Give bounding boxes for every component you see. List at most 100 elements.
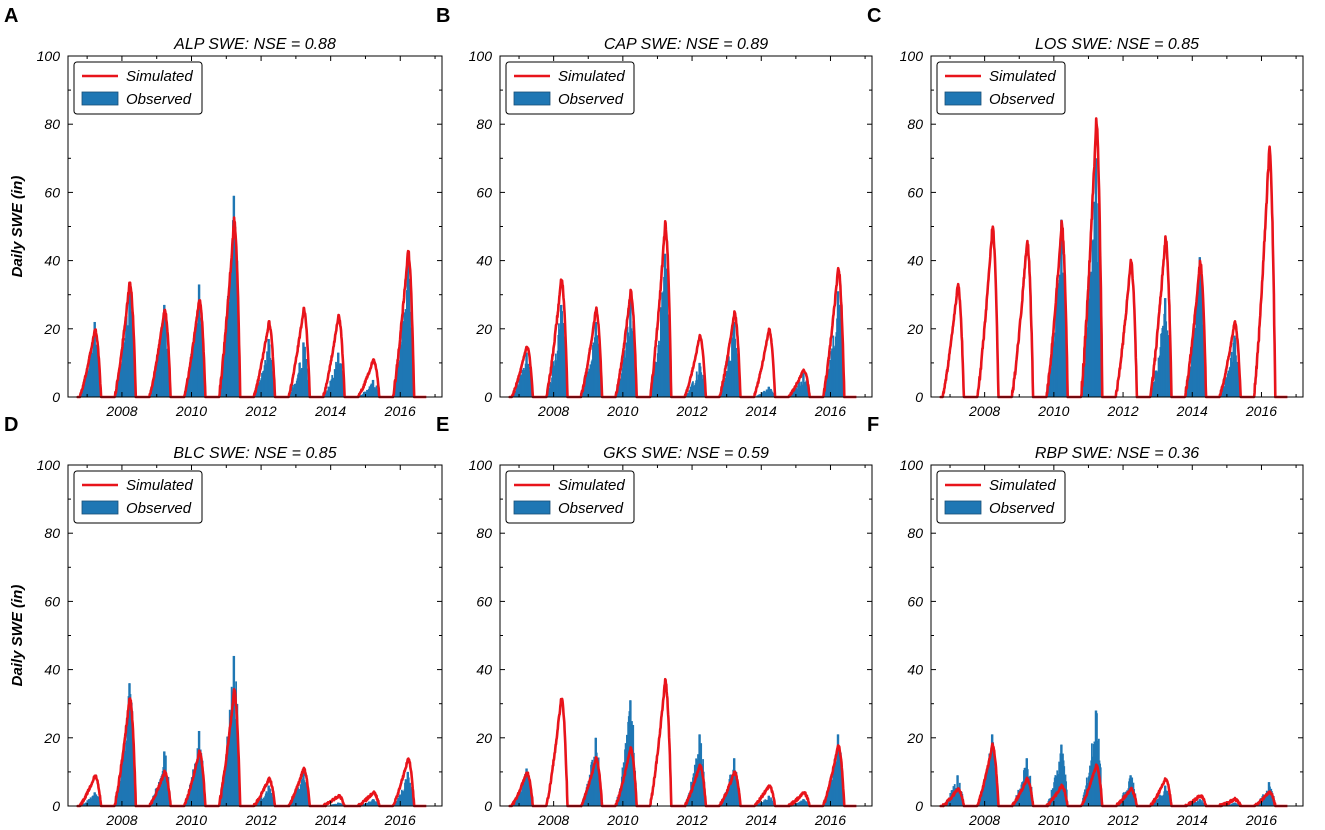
y-tick-label: 100 [37,48,61,64]
x-tick-label: 2008 [105,403,137,419]
panel-title: BLC SWE: NSE = 0.85 [173,445,336,462]
x-tick-label: 2016 [814,812,846,828]
panel-letter: A [4,5,18,27]
x-tick-label: 2014 [745,403,777,419]
y-tick-label: 80 [476,525,492,541]
y-tick-label: 20 [43,730,60,746]
x-tick-label: 2014 [1176,812,1208,828]
x-tick-label: 2012 [675,403,707,419]
x-tick-label: 2012 [1106,403,1138,419]
y-axis-label: Daily SWE (in) [9,176,26,278]
x-tick-label: 2014 [314,403,346,419]
x-tick-label: 2016 [384,403,416,419]
x-tick-label: 2008 [968,403,1000,419]
y-tick-label: 20 [906,321,923,337]
x-tick-label: 2014 [1176,403,1208,419]
y-tick-label: 0 [484,389,492,405]
legend-observed-swatch [944,91,982,106]
y-tick-label: 20 [475,321,492,337]
simulated-line [508,677,857,808]
panel-letter: D [4,414,18,436]
y-tick-label: 60 [44,593,60,609]
x-tick-label: 2012 [1106,812,1138,828]
x-tick-label: 2016 [1245,812,1277,828]
y-tick-label: 20 [43,321,60,337]
y-tick-label: 60 [476,593,492,609]
x-tick-label: 2010 [606,403,638,419]
y-tick-label: 40 [476,662,492,678]
legend-simulated-label: Simulated [989,68,1056,85]
y-tick-label: 80 [907,116,923,132]
legend-observed-swatch [513,500,551,515]
y-tick-label: 80 [44,116,60,132]
x-tick-label: 2016 [1245,403,1277,419]
y-tick-label: 60 [476,184,492,200]
legend: Simulated Observed [936,61,1066,115]
observed-series [79,195,415,397]
y-tick-label: 40 [907,662,923,678]
panel-f: F RBP SWE: NSE = 0.36 0 20 40 60 80 100 2008 2010… [867,414,1304,828]
y-tick-label: 20 [475,730,492,746]
legend: Simulated Observed [936,470,1066,524]
x-tick-label: 2012 [675,812,707,828]
panel-e: E GKS SWE: NSE = 0.59 0 20 40 60 80 100 2008 2010… [436,414,873,828]
x-tick-label: 2010 [175,403,207,419]
panel-letter: F [867,414,879,436]
y-tick-label: 100 [37,457,61,473]
legend-observed-swatch [81,91,119,106]
y-tick-label: 80 [476,116,492,132]
legend: Simulated Observed [73,61,203,115]
x-tick-label: 2010 [1037,403,1069,419]
observed-series [943,710,1276,806]
panel-d: D BLC SWE: NSE = 0.85 0 20 40 60 80 100 2008 2010… [4,414,443,828]
x-tick-label: 2012 [245,403,277,419]
y-tick-label: 40 [907,253,923,269]
x-tick-label: 2016 [384,812,416,828]
panel-b: B CAP SWE: NSE = 0.89 0 20 40 60 80 100 2008 2010… [436,5,873,419]
y-tick-label: 100 [900,48,924,64]
x-tick-label: 2008 [537,812,569,828]
legend: Simulated Observed [505,61,635,115]
y-tick-label: 40 [44,253,60,269]
y-tick-label: 40 [44,662,60,678]
panel-title: CAP SWE: NSE = 0.89 [604,36,768,53]
observed-series [511,700,845,806]
y-tick-label: 60 [907,184,923,200]
x-tick-label: 2008 [968,812,1000,828]
y-tick-label: 0 [52,798,60,814]
legend-simulated-label: Simulated [126,477,193,494]
legend-simulated-label: Simulated [989,477,1056,494]
y-tick-label: 0 [915,798,923,814]
legend: Simulated Observed [505,470,635,524]
panel-title: GKS SWE: NSE = 0.59 [603,445,769,462]
y-tick-label: 20 [906,730,923,746]
panel-letter: C [867,5,881,27]
y-tick-label: 0 [484,798,492,814]
x-tick-label: 2008 [537,403,569,419]
y-axis-label: Daily SWE (in) [9,585,26,687]
legend-observed-label: Observed [989,91,1055,108]
x-tick-label: 2010 [1037,812,1069,828]
observed-series [1045,158,1242,397]
panel-title: RBP SWE: NSE = 0.36 [1035,445,1199,462]
x-tick-label: 2008 [105,812,137,828]
y-tick-label: 60 [44,184,60,200]
observed-series [81,655,415,806]
legend-observed-label: Observed [126,91,192,108]
x-tick-label: 2014 [314,812,346,828]
legend-observed-swatch [944,500,982,515]
legend-simulated-label: Simulated [558,477,625,494]
y-tick-label: 0 [52,389,60,405]
y-tick-label: 80 [907,525,923,541]
panel-letter: E [436,414,449,436]
legend-observed-label: Observed [558,91,624,108]
legend-simulated-label: Simulated [126,68,193,85]
legend-simulated-label: Simulated [558,68,625,85]
legend: Simulated Observed [73,470,203,524]
observed-bar [341,804,344,806]
legend-observed-swatch [81,500,119,515]
y-tick-label: 80 [44,525,60,541]
legend-observed-label: Observed [558,500,624,517]
legend-observed-swatch [513,91,551,106]
